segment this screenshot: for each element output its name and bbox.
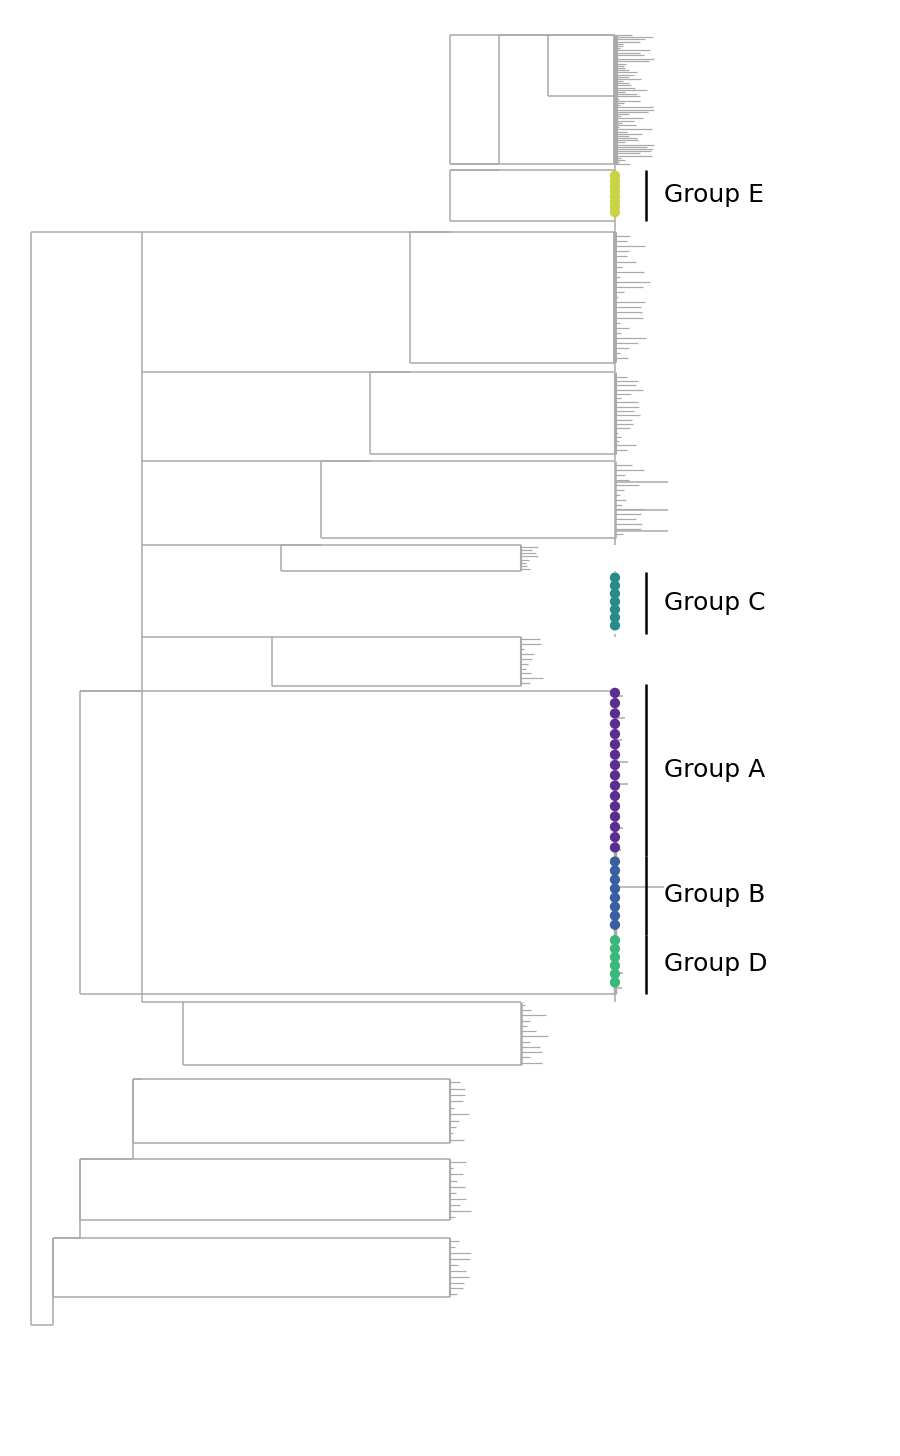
Point (608, 962, 622, 986)
Point (608, 805, 622, 828)
Point (608, 606, 622, 629)
Point (608, 169, 622, 192)
Text: Group C: Group C (664, 591, 766, 614)
Text: Group D: Group D (664, 952, 768, 976)
Point (608, 904, 622, 927)
Point (608, 954, 622, 977)
Point (608, 895, 622, 919)
Point (608, 775, 622, 798)
Point (608, 785, 622, 808)
Point (608, 732, 622, 756)
Text: Group B: Group B (664, 884, 765, 907)
Point (608, 971, 622, 994)
Point (608, 877, 622, 900)
Point (608, 165, 622, 188)
Point (608, 702, 622, 725)
Point (608, 743, 622, 766)
Point (608, 185, 622, 208)
Point (608, 195, 622, 218)
Point (608, 868, 622, 891)
Point (608, 582, 622, 606)
Point (608, 753, 622, 776)
Point (608, 945, 622, 968)
Point (608, 692, 622, 715)
Point (608, 179, 622, 202)
Point (608, 815, 622, 839)
Point (608, 795, 622, 818)
Point (608, 887, 622, 910)
Point (608, 712, 622, 735)
Point (608, 614, 622, 638)
Point (608, 590, 622, 613)
Point (608, 566, 622, 590)
Point (608, 826, 622, 849)
Point (608, 681, 622, 705)
Point (608, 201, 622, 224)
Text: Group E: Group E (664, 183, 764, 207)
Point (608, 598, 622, 622)
Point (608, 929, 622, 952)
Point (608, 175, 622, 198)
Point (608, 859, 622, 882)
Point (608, 938, 622, 961)
Point (608, 763, 622, 786)
Point (608, 913, 622, 936)
Text: Group A: Group A (664, 759, 765, 782)
Point (608, 722, 622, 745)
Point (608, 836, 622, 859)
Point (608, 191, 622, 214)
Point (608, 850, 622, 874)
Point (608, 574, 622, 597)
